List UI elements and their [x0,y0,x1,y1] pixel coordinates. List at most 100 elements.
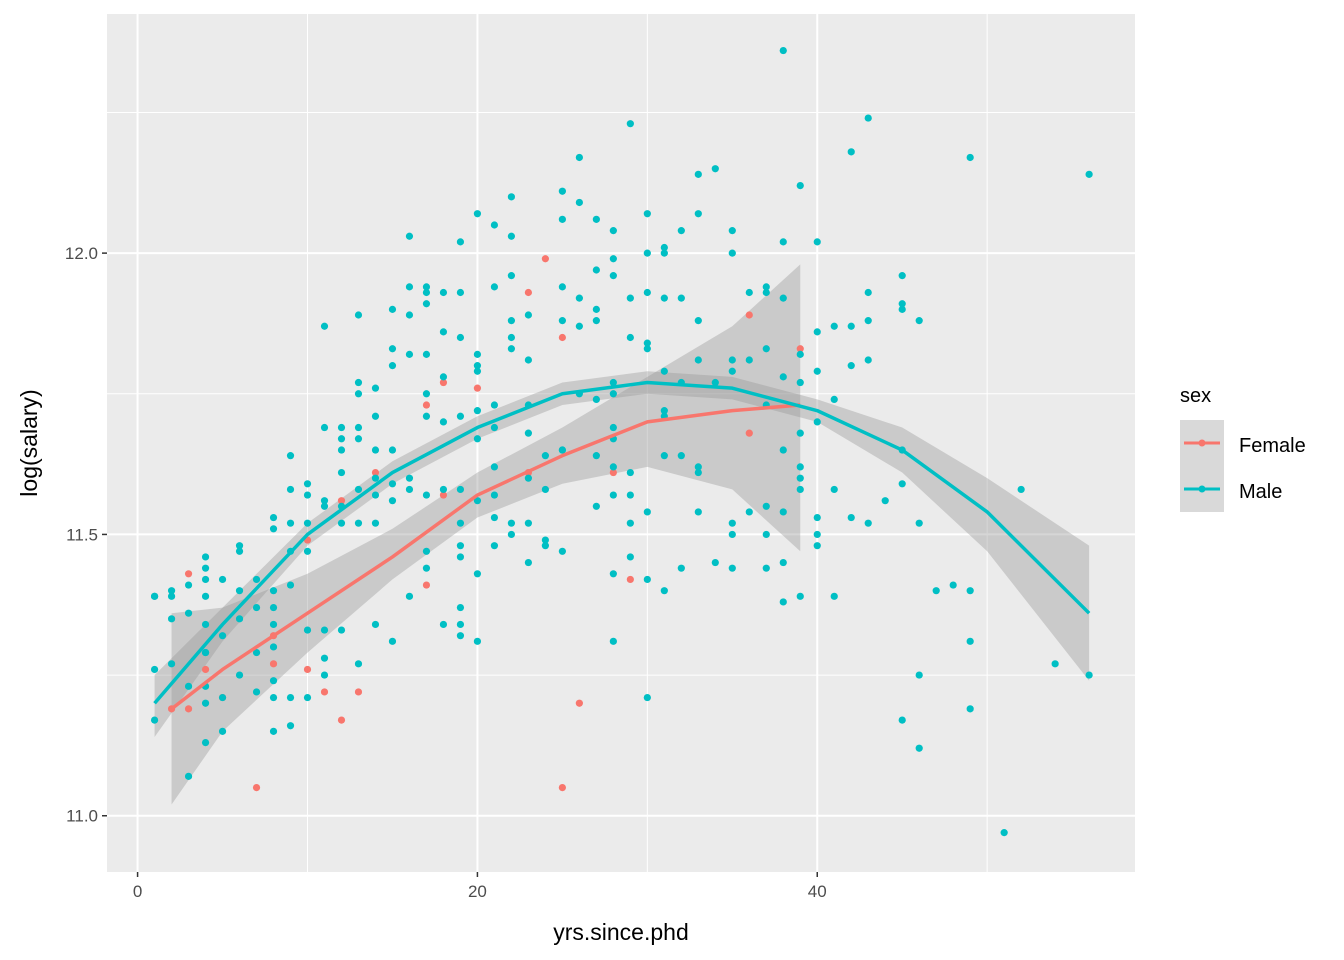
point-male [405,350,414,358]
point-male [643,339,651,347]
point-male [507,345,516,353]
point-male [779,238,787,246]
point-male [439,418,448,426]
point-male [575,198,583,207]
point-male [728,530,736,539]
point-male [609,463,617,471]
point-female [541,255,549,263]
point-male [490,542,499,550]
point-male [813,542,821,550]
point-male [286,581,295,589]
point-male [405,311,414,319]
point-female [422,401,431,409]
point-female [337,716,346,724]
point-female [184,705,193,713]
point-male [898,300,906,308]
point-male [473,350,482,358]
point-male [337,446,346,454]
point-male [966,637,974,645]
point-male [558,446,566,454]
point-male [269,643,278,651]
point-male [728,367,736,375]
point-male [456,288,465,297]
point-male [184,682,193,690]
point-male [677,452,685,460]
point-male [779,598,787,606]
point-female [796,345,804,353]
point-male [898,480,906,488]
point-male [660,249,668,257]
point-male [490,513,499,522]
point-male [643,210,651,218]
point-male [439,288,448,297]
point-male [473,407,482,415]
point-male [796,463,804,471]
point-male [745,288,753,297]
point-male [779,46,787,55]
point-male [371,474,380,482]
point-male [507,193,516,201]
point-male [728,249,736,257]
point-male [796,350,804,358]
point-male [660,587,668,595]
point-male [898,305,906,313]
point-male [422,547,431,555]
point-male [762,283,770,291]
point-male [541,542,549,550]
point-male [592,305,600,313]
point-male [388,305,397,313]
point-male [779,558,787,567]
point-male [337,423,346,432]
point-male [473,362,482,370]
point-female [201,665,210,674]
point-male [303,491,312,499]
point-male [813,238,821,246]
point-male [320,671,329,679]
point-male [813,530,821,539]
legend-point-male [1198,485,1206,493]
point-male [660,294,668,302]
point-male [745,508,753,516]
point-male [558,547,566,555]
point-male [660,367,668,375]
point-male [167,587,176,595]
point-male [150,592,159,600]
point-male [456,333,465,342]
point-male [830,592,838,600]
point-male [201,553,210,561]
point-male [252,603,261,612]
point-female [745,429,753,437]
point-male [643,288,651,297]
point-male [269,677,278,685]
point-male [524,311,532,319]
point-female [575,699,583,707]
y-tick-label: 12.0 [65,244,98,263]
point-male [167,660,176,668]
point-male [575,322,583,330]
point-male [490,423,499,432]
point-male [354,378,363,387]
point-male [524,474,532,482]
point-male [405,283,414,291]
point-male [235,671,244,679]
point-male [592,502,600,510]
point-male [507,519,516,527]
point-male [473,435,482,443]
point-male [694,170,702,178]
point-male [541,452,549,460]
point-male [830,395,838,403]
point-male [456,519,465,527]
point-male [779,508,787,516]
point-male [558,317,566,325]
point-male [490,283,499,291]
point-male [405,474,414,482]
legend-point-female [1198,439,1206,447]
point-male [439,373,448,381]
y-tick-label: 11.5 [66,525,98,544]
point-male [558,283,566,291]
point-male [898,272,906,280]
point-male [643,575,651,584]
point-male [337,519,346,527]
point-male [218,575,227,584]
